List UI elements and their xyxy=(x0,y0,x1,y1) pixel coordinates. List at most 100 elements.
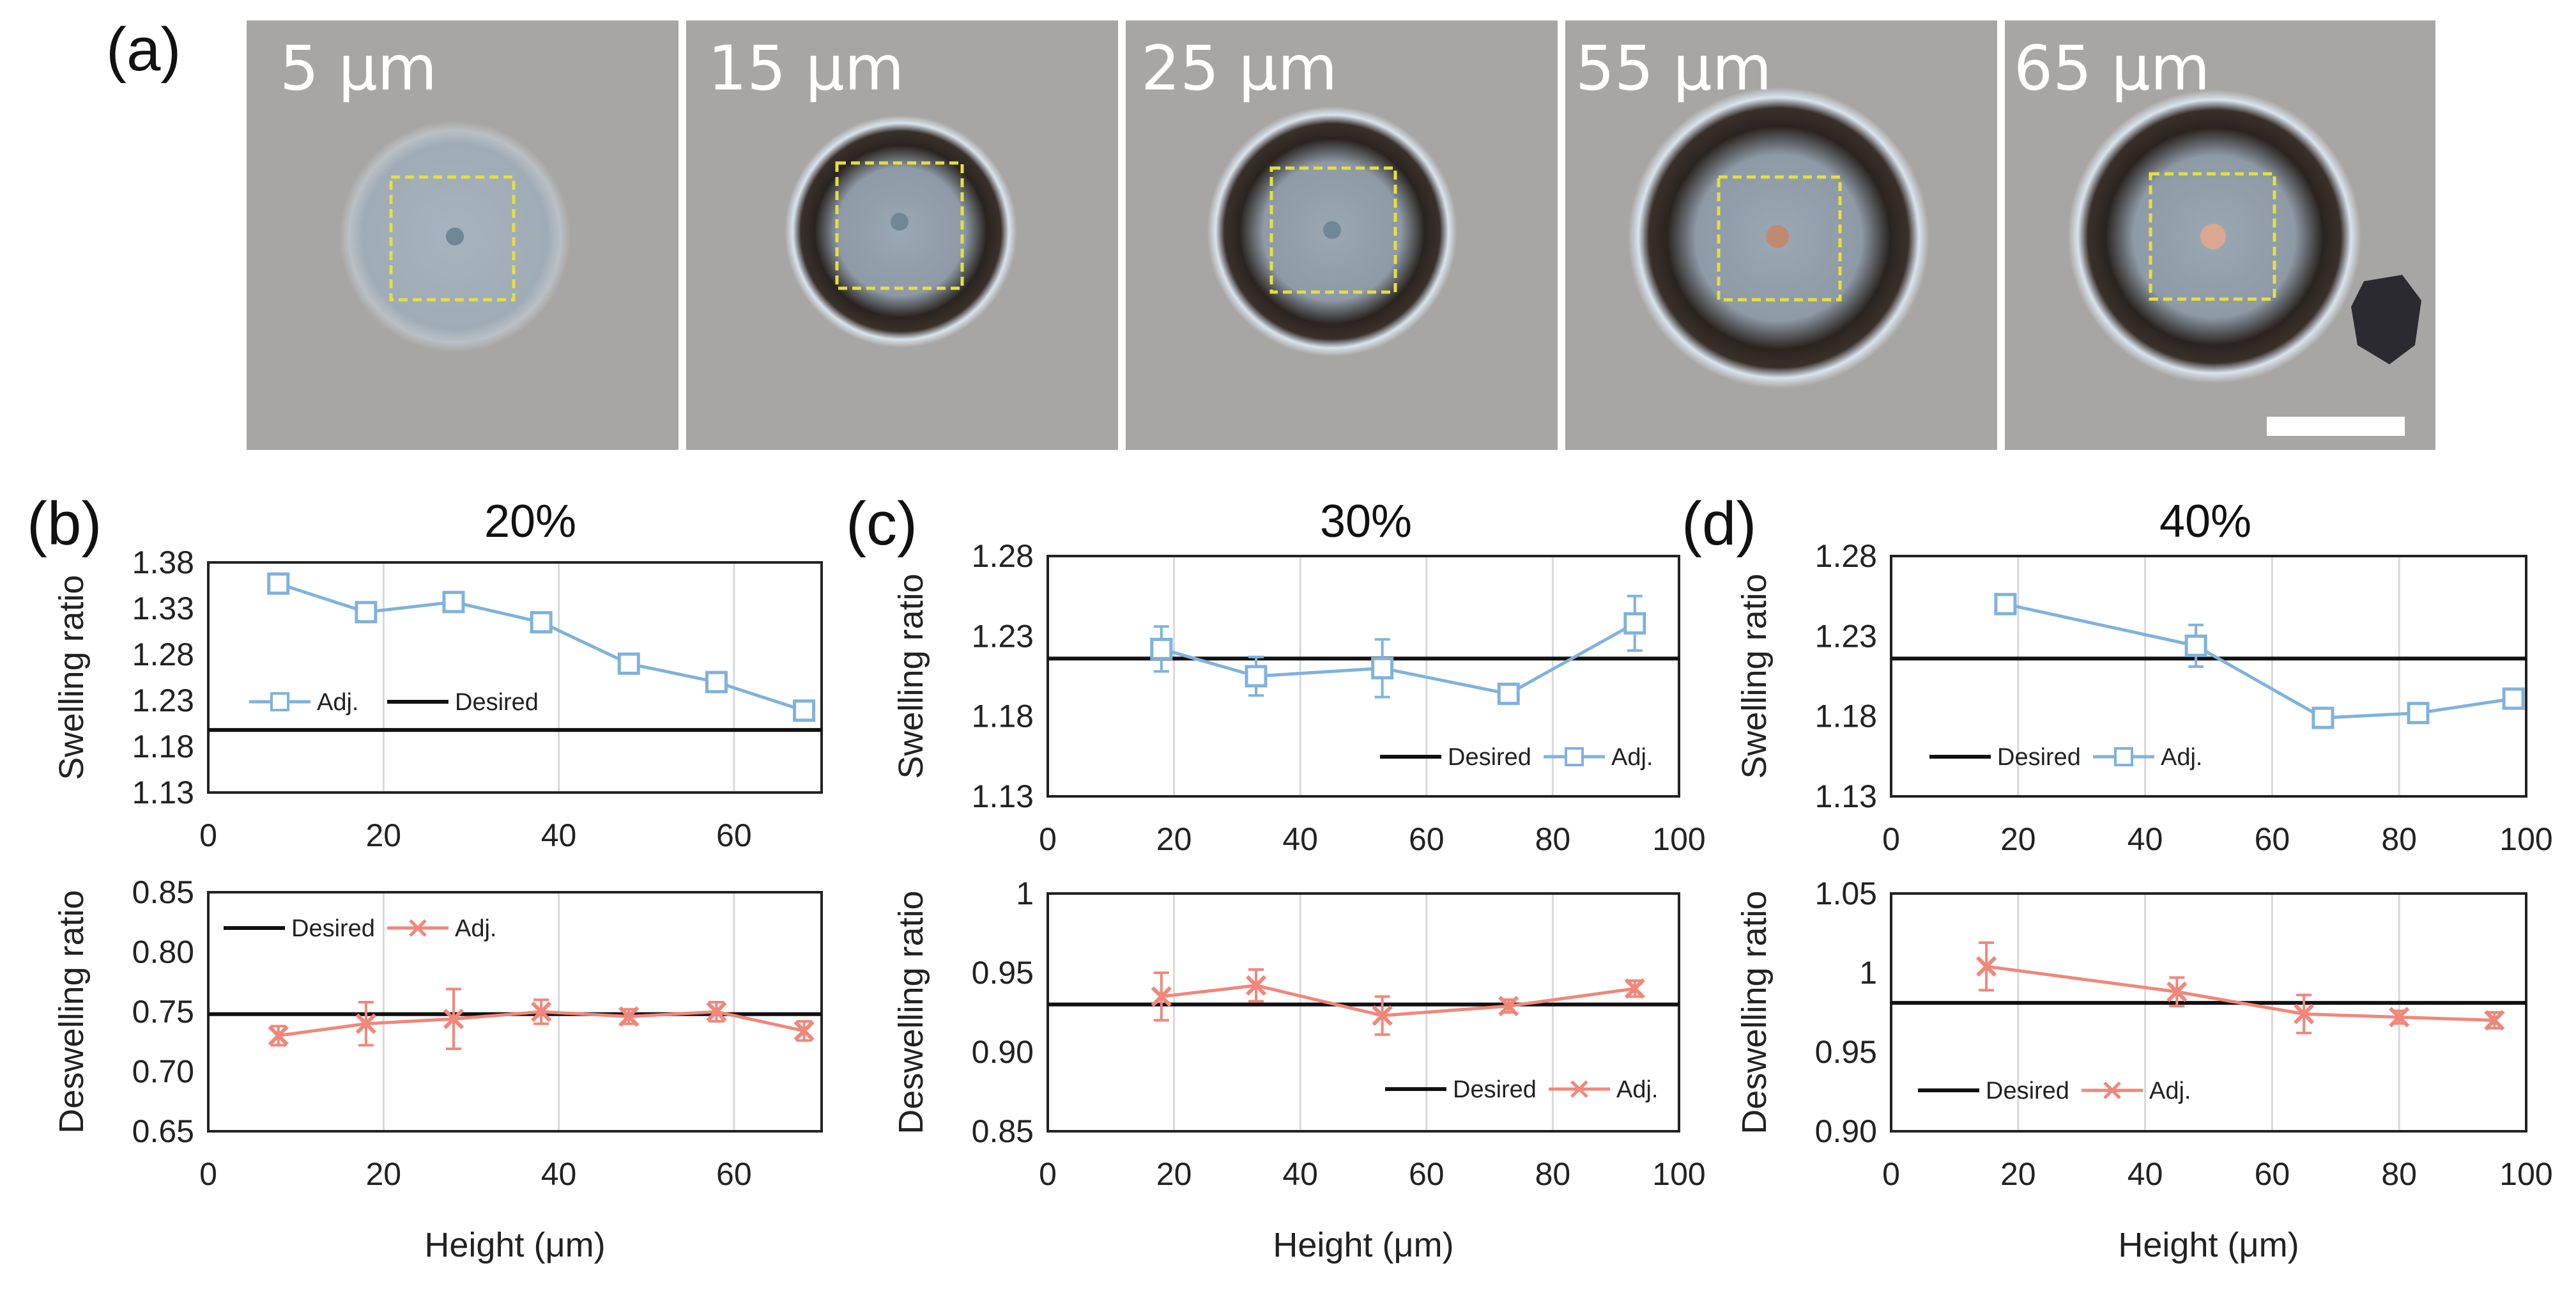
x-tick-label: 0 xyxy=(199,817,217,853)
legend-label: Adj. xyxy=(455,915,496,942)
x-tick-label: 40 xyxy=(1282,1156,1318,1192)
legend-label: Adj. xyxy=(2161,744,2202,771)
x-tick-label: 80 xyxy=(1535,1156,1571,1192)
data-point xyxy=(617,652,640,675)
adj-series-line xyxy=(2005,602,2514,720)
data-point xyxy=(2312,706,2334,729)
data-point xyxy=(268,1025,289,1046)
data-point xyxy=(1994,592,2017,615)
x-tick-label: 0 xyxy=(1882,821,1900,857)
legend-swatch-adj-marker xyxy=(1570,1080,1588,1098)
adj-series-line xyxy=(1161,984,1636,1018)
x-axis-label: Height (μm) xyxy=(2118,1226,2299,1264)
x-tick-label: 40 xyxy=(541,817,577,853)
data-point xyxy=(2502,687,2525,710)
panel-b-letter: (b) xyxy=(27,490,102,558)
x-tick-label: 40 xyxy=(2128,1156,2163,1192)
adj-series-line xyxy=(1986,964,2495,1022)
y-tick-label: 1.05 xyxy=(1815,876,1877,911)
data-point xyxy=(442,591,465,614)
y-tick-label: 1.28 xyxy=(132,637,194,672)
data-point xyxy=(267,572,290,595)
data-point xyxy=(2389,1007,2410,1028)
panel-c-letter: (c) xyxy=(846,490,917,558)
chart-title: 20% xyxy=(484,496,576,547)
chart-plot: 0.65 0.70 0.75 0.80 0.85 0 20 40 60 Deswelling ra… xyxy=(52,874,823,1264)
legend-label: Desired xyxy=(1986,1078,2069,1104)
data-point xyxy=(793,699,816,722)
panel-a-letter: (a) xyxy=(106,15,181,84)
plot-frame xyxy=(1890,555,2527,798)
y-tick-label: 0.70 xyxy=(132,1054,194,1090)
legend-swatch-adj-marker xyxy=(2114,747,2133,766)
x-tick-label: 60 xyxy=(2255,1156,2290,1192)
panel-c-bottom: 0.85 0.90 0.95 1 0 20 40 60 80 100 Deswelling rati… xyxy=(892,876,1706,1264)
data-point xyxy=(355,1013,376,1034)
x-tick-label: 0 xyxy=(1039,1156,1057,1192)
data-point xyxy=(355,601,378,624)
panel-c-top: (c) 30% 1.13 1.18 1.23 1.28 0 20 40 60 80 100 Swel… xyxy=(846,490,1706,857)
chart-title: 30% xyxy=(1320,496,1412,547)
micrograph-label: 5 μm xyxy=(280,33,437,104)
y-tick-label: 1.18 xyxy=(1815,699,1877,734)
legend-label: Adj. xyxy=(317,689,358,716)
data-point xyxy=(1151,986,1172,1007)
data-point xyxy=(2166,981,2188,1002)
micrograph-label: 65 μm xyxy=(2014,33,2210,104)
y-axis-label: Swelling ratio xyxy=(892,573,930,778)
y-tick-label: 1 xyxy=(1859,955,1877,991)
data-point xyxy=(1975,956,1997,977)
x-axis-label: Height (μm) xyxy=(1273,1226,1453,1264)
y-tick-label: 0.65 xyxy=(132,1113,194,1149)
micrograph-label: 15 μm xyxy=(708,33,904,104)
y-axis-label: Deswelling ratio xyxy=(1735,890,1774,1134)
y-tick-label: 1.13 xyxy=(1815,778,1877,814)
legend-swatch-adj-marker xyxy=(1565,747,1584,766)
y-axis-label: Deswelling ratio xyxy=(52,890,91,1133)
data-point xyxy=(1371,656,1394,679)
micrograph-3: 25 μm xyxy=(1126,20,1558,450)
chart-plot: 0.85 0.90 0.95 1 0 20 40 60 80 100 Deswelling rati… xyxy=(892,876,1706,1264)
x-tick-label: 100 xyxy=(1652,821,1705,857)
chart-plot: 1.13 1.18 1.23 1.28 1.33 1.38 0 20 40 60 Swelling … xyxy=(52,545,823,853)
x-axis-label: Height (μm) xyxy=(424,1226,605,1264)
legend-label: Desired xyxy=(1448,744,1531,771)
data-point xyxy=(1624,978,1645,999)
legend-label: Desired xyxy=(455,689,539,716)
data-point xyxy=(1497,683,1520,706)
legend-label: Desired xyxy=(1997,744,2081,771)
x-tick-label: 100 xyxy=(2499,1156,2552,1192)
x-tick-label: 0 xyxy=(1882,1156,1900,1192)
y-tick-label: 1.28 xyxy=(1815,538,1877,574)
micrograph-label: 55 μm xyxy=(1575,33,1772,104)
data-point xyxy=(2184,634,2207,657)
x-tick-label: 60 xyxy=(2255,821,2290,857)
y-tick-label: 1 xyxy=(1016,876,1034,911)
legend-label: Desired xyxy=(291,915,375,942)
legend-swatch-adj-marker xyxy=(409,919,427,937)
data-point xyxy=(531,1001,552,1023)
panel-d-bottom: 0.90 0.95 1 1.05 0 20 40 60 80 100 Deswelling rati… xyxy=(1735,876,2553,1264)
y-tick-label: 1.13 xyxy=(972,778,1034,814)
legend-label: Adj. xyxy=(2149,1078,2191,1104)
chart-plot: 1.13 1.18 1.23 1.28 0 20 40 60 80 100 Swelling rat… xyxy=(892,538,1706,857)
y-tick-label: 1.18 xyxy=(132,729,194,764)
x-tick-label: 100 xyxy=(1652,1156,1705,1192)
y-tick-label: 0.80 xyxy=(132,934,194,970)
x-tick-label: 40 xyxy=(2128,821,2163,857)
data-point xyxy=(1498,995,1519,1017)
y-tick-label: 0.75 xyxy=(132,994,194,1030)
data-point xyxy=(530,611,553,634)
y-axis-label: Swelling ratio xyxy=(1735,573,1774,778)
data-point xyxy=(793,1020,815,1042)
x-tick-label: 20 xyxy=(2000,821,2036,857)
legend-label: Adj. xyxy=(1611,744,1653,771)
panel-d-top: (d) 40% 1.13 1.18 1.23 1.28 0 20 40 60 80 100 Swel… xyxy=(1682,490,2553,857)
x-tick-label: 80 xyxy=(2381,1156,2417,1192)
panel-d-letter: (d) xyxy=(1682,490,1756,558)
plot-frame xyxy=(1046,892,1680,1133)
micrograph-1: 5 μm xyxy=(247,20,678,450)
panel-b-top: (b) 20% 1.13 1.18 1.23 1.28 1.33 1.38 0 20 40 60 S… xyxy=(27,490,823,853)
y-tick-label: 0.90 xyxy=(972,1034,1034,1070)
x-tick-label: 80 xyxy=(1535,821,1571,857)
